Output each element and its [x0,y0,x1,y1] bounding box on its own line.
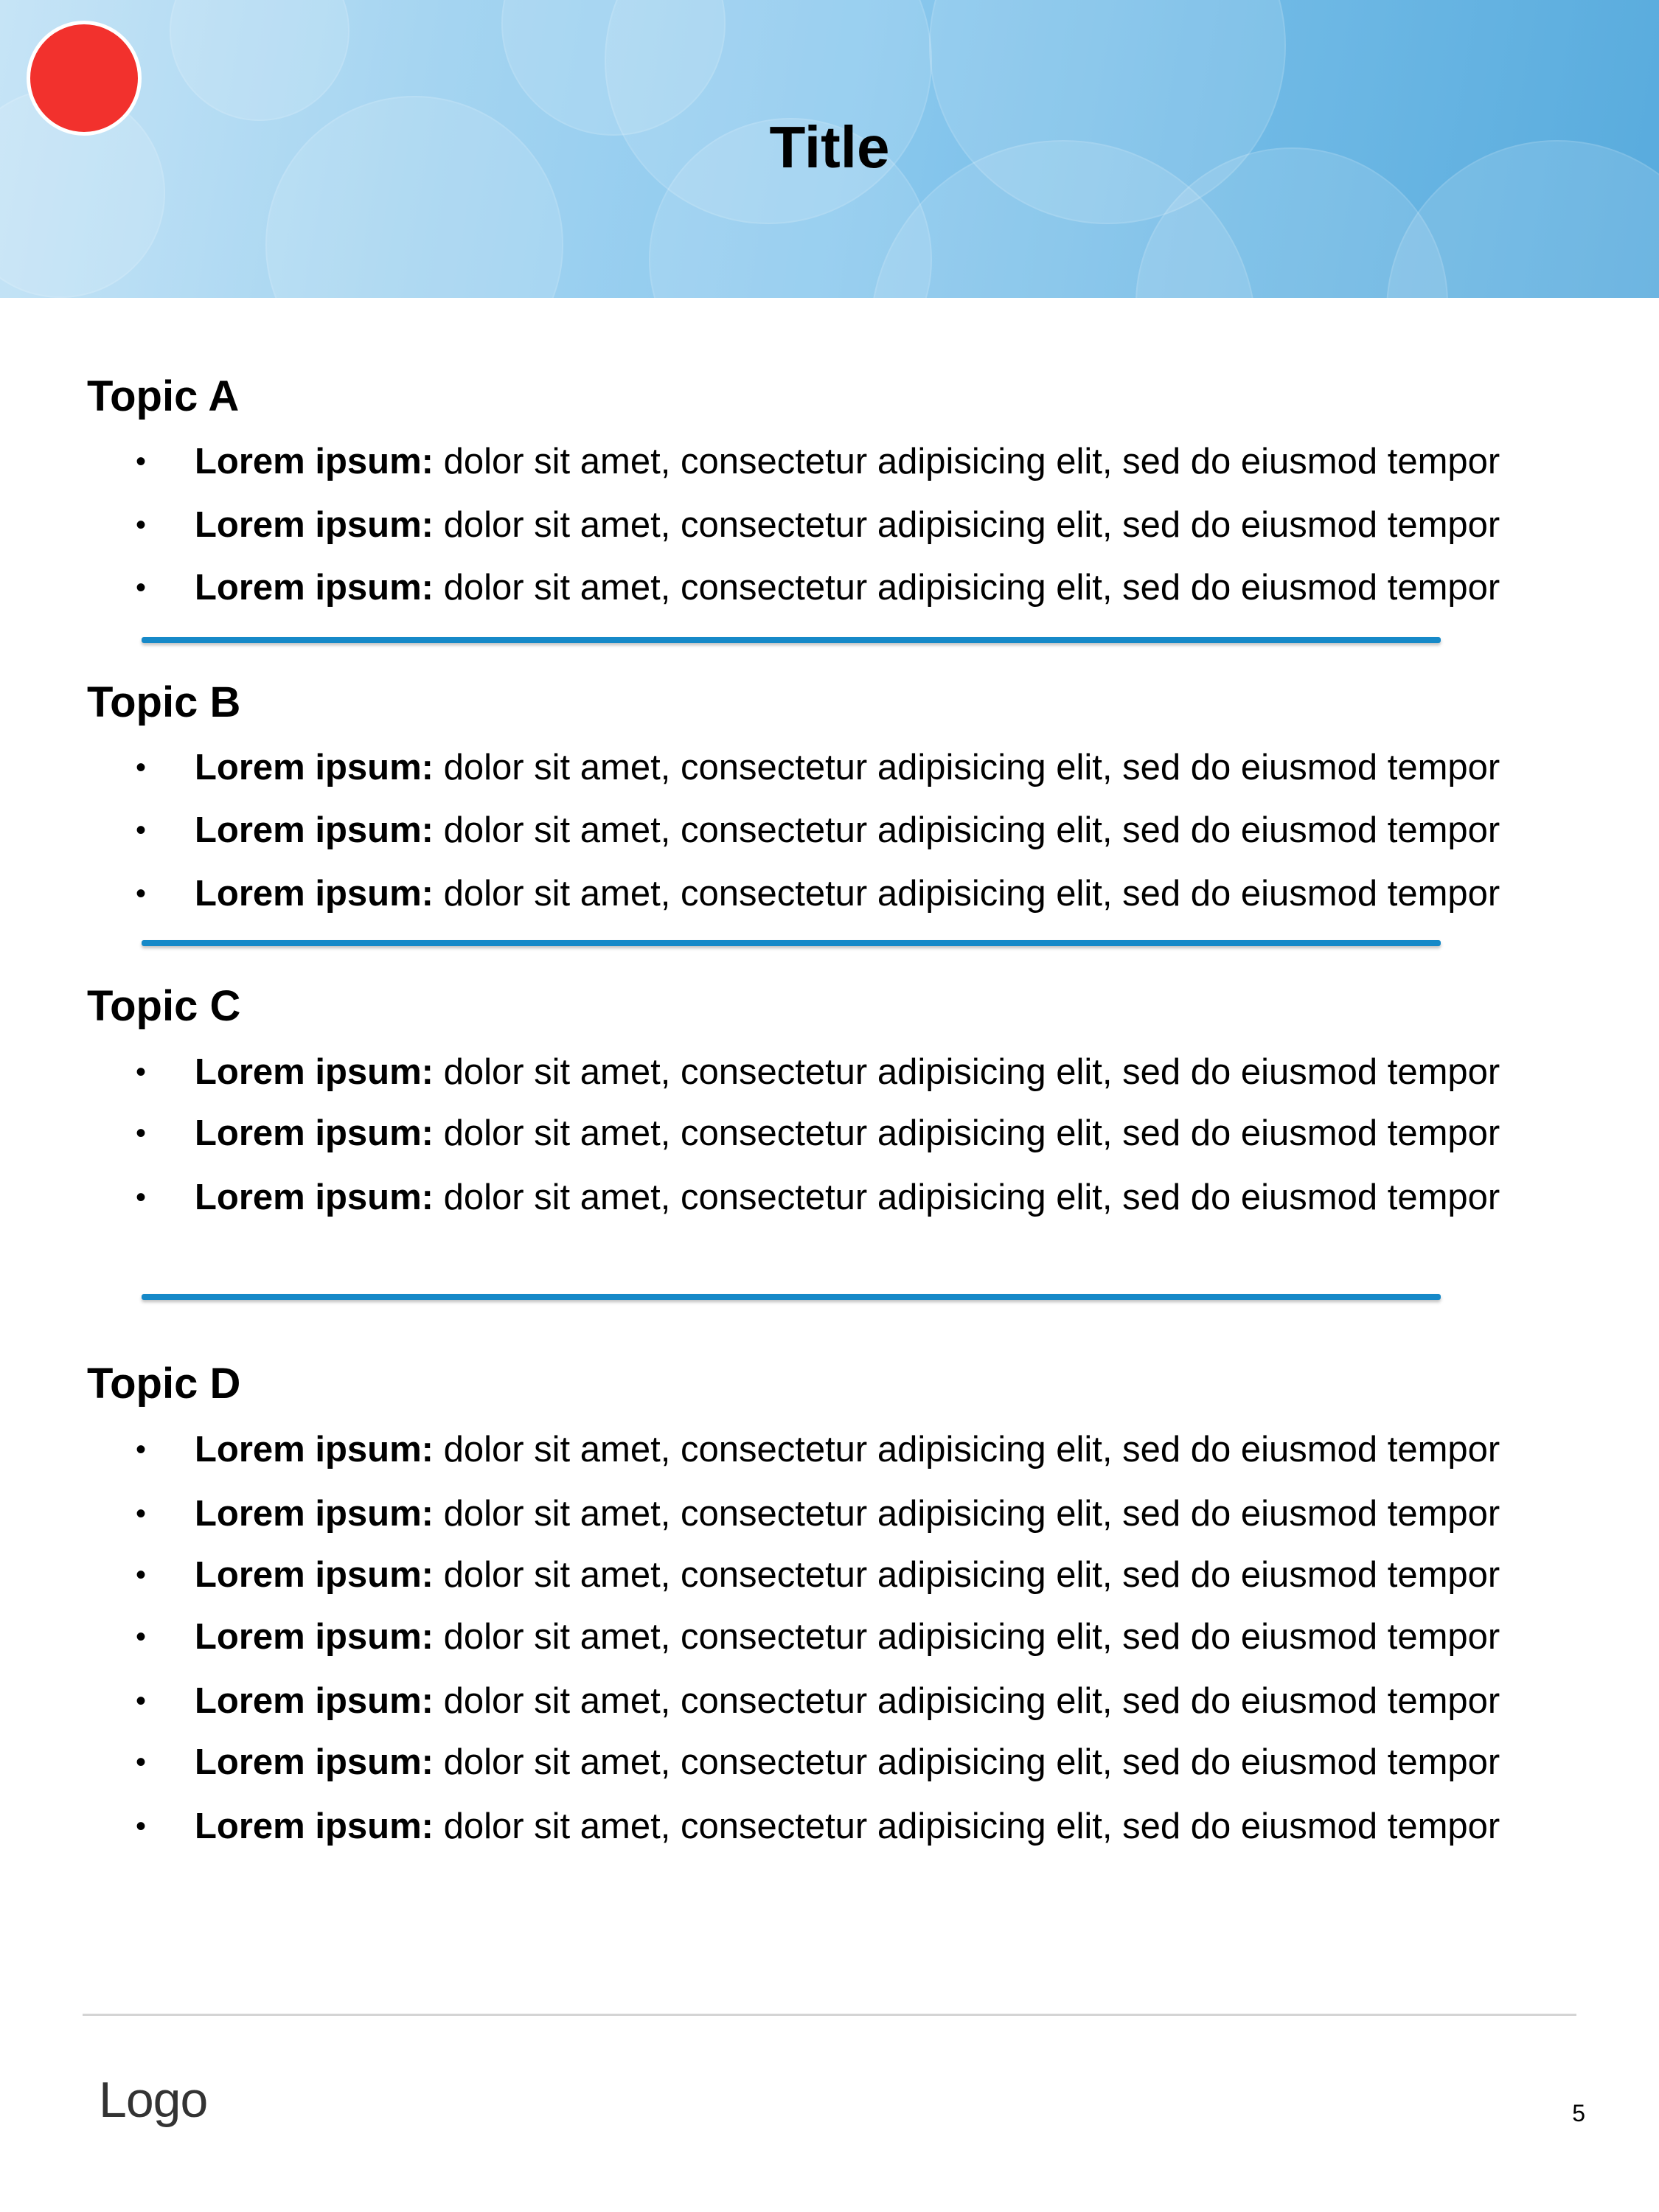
bullet-text: Lorem ipsum: dolor sit amet, consectetur… [195,1107,1500,1159]
bullet-body: dolor sit amet, consectetur adipisicing … [433,1742,1500,1782]
bullet-body: dolor sit amet, consectetur adipisicing … [433,874,1500,914]
topic-heading: Topic C [87,982,241,1030]
bullet-lead: Lorem ipsum: [195,1555,434,1595]
list-item: • Lorem ipsum: dolor sit amet, consectet… [0,1549,1659,1601]
list-item: • Lorem ipsum: dolor sit amet, consectet… [0,1107,1659,1159]
bullet-icon: • [136,509,147,541]
bullet-lead: Lorem ipsum: [195,1806,434,1846]
page-title: Title [769,114,890,180]
bullet-icon: • [136,877,147,910]
bullet-body: dolor sit amet, consectetur adipisicing … [433,748,1500,787]
bullet-text: Lorem ipsum: dolor sit amet, consectetur… [195,1488,1500,1540]
bullet-icon: • [136,1498,147,1530]
bullet-icon: • [136,445,147,478]
bullet-text: Lorem ipsum: dolor sit amet, consectetur… [195,1801,1500,1852]
bullet-text: Lorem ipsum: dolor sit amet, consectetur… [195,499,1500,551]
bullet-lead: Lorem ipsum: [195,568,434,608]
footer-divider [83,2014,1576,2016]
topic-heading: Topic B [87,678,241,726]
bullet-icon: • [136,1433,147,1466]
bullet-body: dolor sit amet, consectetur adipisicing … [433,1113,1500,1153]
bullet-body: dolor sit amet, consectetur adipisicing … [433,505,1500,545]
bullet-lead: Lorem ipsum: [195,505,434,545]
footer-logo: Logo [99,2072,208,2128]
bullet-text: Lorem ipsum: dolor sit amet, consectetur… [195,1611,1500,1663]
bullet-body: dolor sit amet, consectetur adipisicing … [433,1430,1500,1470]
bullet-icon: • [136,1810,147,1843]
list-item: • Lorem ipsum: dolor sit amet, consectet… [0,1046,1659,1098]
bullet-icon: • [136,1056,147,1088]
bullet-body: dolor sit amet, consectetur adipisicing … [433,1681,1500,1721]
list-item: • Lorem ipsum: dolor sit amet, consectet… [0,499,1659,551]
topic-heading: Topic A [87,372,240,420]
page-number: 5 [1572,2100,1585,2126]
list-item: • Lorem ipsum: dolor sit amet, consectet… [0,1172,1659,1223]
bullet-text: Lorem ipsum: dolor sit amet, consectetur… [195,868,1500,919]
bullet-text: Lorem ipsum: dolor sit amet, consectetur… [195,436,1500,487]
bullet-icon: • [136,814,147,846]
list-item: • Lorem ipsum: dolor sit amet, consectet… [0,562,1659,613]
bullet-lead: Lorem ipsum: [195,442,434,481]
bullet-text: Lorem ipsum: dolor sit amet, consectetur… [195,1046,1500,1098]
list-item: • Lorem ipsum: dolor sit amet, consectet… [0,436,1659,487]
bullet-text: Lorem ipsum: dolor sit amet, consectetur… [195,562,1500,613]
bullet-lead: Lorem ipsum: [195,1178,434,1217]
list-item: • Lorem ipsum: dolor sit amet, consectet… [0,1736,1659,1788]
list-item: • Lorem ipsum: dolor sit amet, consectet… [0,1801,1659,1852]
bullet-lead: Lorem ipsum: [195,1052,434,1092]
bullet-text: Lorem ipsum: dolor sit amet, consectetur… [195,1172,1500,1223]
red-circle-badge [27,21,142,136]
bullet-body: dolor sit amet, consectetur adipisicing … [433,1178,1500,1217]
bullet-lead: Lorem ipsum: [195,874,434,914]
bullet-text: Lorem ipsum: dolor sit amet, consectetur… [195,1675,1500,1727]
bullet-body: dolor sit amet, consectetur adipisicing … [433,1617,1500,1657]
bullet-body: dolor sit amet, consectetur adipisicing … [433,442,1500,481]
section-divider [142,637,1441,643]
bullet-icon: • [136,1559,147,1591]
list-item: • Lorem ipsum: dolor sit amet, consectet… [0,1611,1659,1663]
bullet-lead: Lorem ipsum: [195,1494,434,1534]
bullet-lead: Lorem ipsum: [195,1430,434,1470]
bullet-lead: Lorem ipsum: [195,1742,434,1782]
bullet-icon: • [136,571,147,604]
bullet-body: dolor sit amet, consectetur adipisicing … [433,568,1500,608]
bullet-icon: • [136,1181,147,1214]
bullet-text: Lorem ipsum: dolor sit amet, consectetur… [195,1736,1500,1788]
bullet-lead: Lorem ipsum: [195,1617,434,1657]
bullet-text: Lorem ipsum: dolor sit amet, consectetur… [195,1424,1500,1475]
bullet-text: Lorem ipsum: dolor sit amet, consectetur… [195,804,1500,856]
bullet-icon: • [136,1746,147,1778]
list-item: • Lorem ipsum: dolor sit amet, consectet… [0,1424,1659,1475]
list-item: • Lorem ipsum: dolor sit amet, consectet… [0,1488,1659,1540]
section-divider [142,940,1441,946]
section-divider [142,1294,1441,1300]
bullet-icon: • [136,751,147,784]
bullet-body: dolor sit amet, consectetur adipisicing … [433,1494,1500,1534]
bullet-icon: • [136,1621,147,1653]
bullet-body: dolor sit amet, consectetur adipisicing … [433,1052,1500,1092]
list-item: • Lorem ipsum: dolor sit amet, consectet… [0,804,1659,856]
bullet-icon: • [136,1685,147,1717]
bullet-lead: Lorem ipsum: [195,810,434,850]
header-banner: Title [0,0,1659,298]
bullet-text: Lorem ipsum: dolor sit amet, consectetur… [195,742,1500,793]
bullet-lead: Lorem ipsum: [195,748,434,787]
bullet-body: dolor sit amet, consectetur adipisicing … [433,810,1500,850]
bullet-icon: • [136,1117,147,1150]
list-item: • Lorem ipsum: dolor sit amet, consectet… [0,742,1659,793]
topic-heading: Topic D [87,1360,241,1408]
bullet-lead: Lorem ipsum: [195,1113,434,1153]
bullet-lead: Lorem ipsum: [195,1681,434,1721]
bullet-body: dolor sit amet, consectetur adipisicing … [433,1555,1500,1595]
list-item: • Lorem ipsum: dolor sit amet, consectet… [0,1675,1659,1727]
list-item: • Lorem ipsum: dolor sit amet, consectet… [0,868,1659,919]
bullet-body: dolor sit amet, consectetur adipisicing … [433,1806,1500,1846]
bullet-text: Lorem ipsum: dolor sit amet, consectetur… [195,1549,1500,1601]
header-bubble-decoration [170,0,349,121]
